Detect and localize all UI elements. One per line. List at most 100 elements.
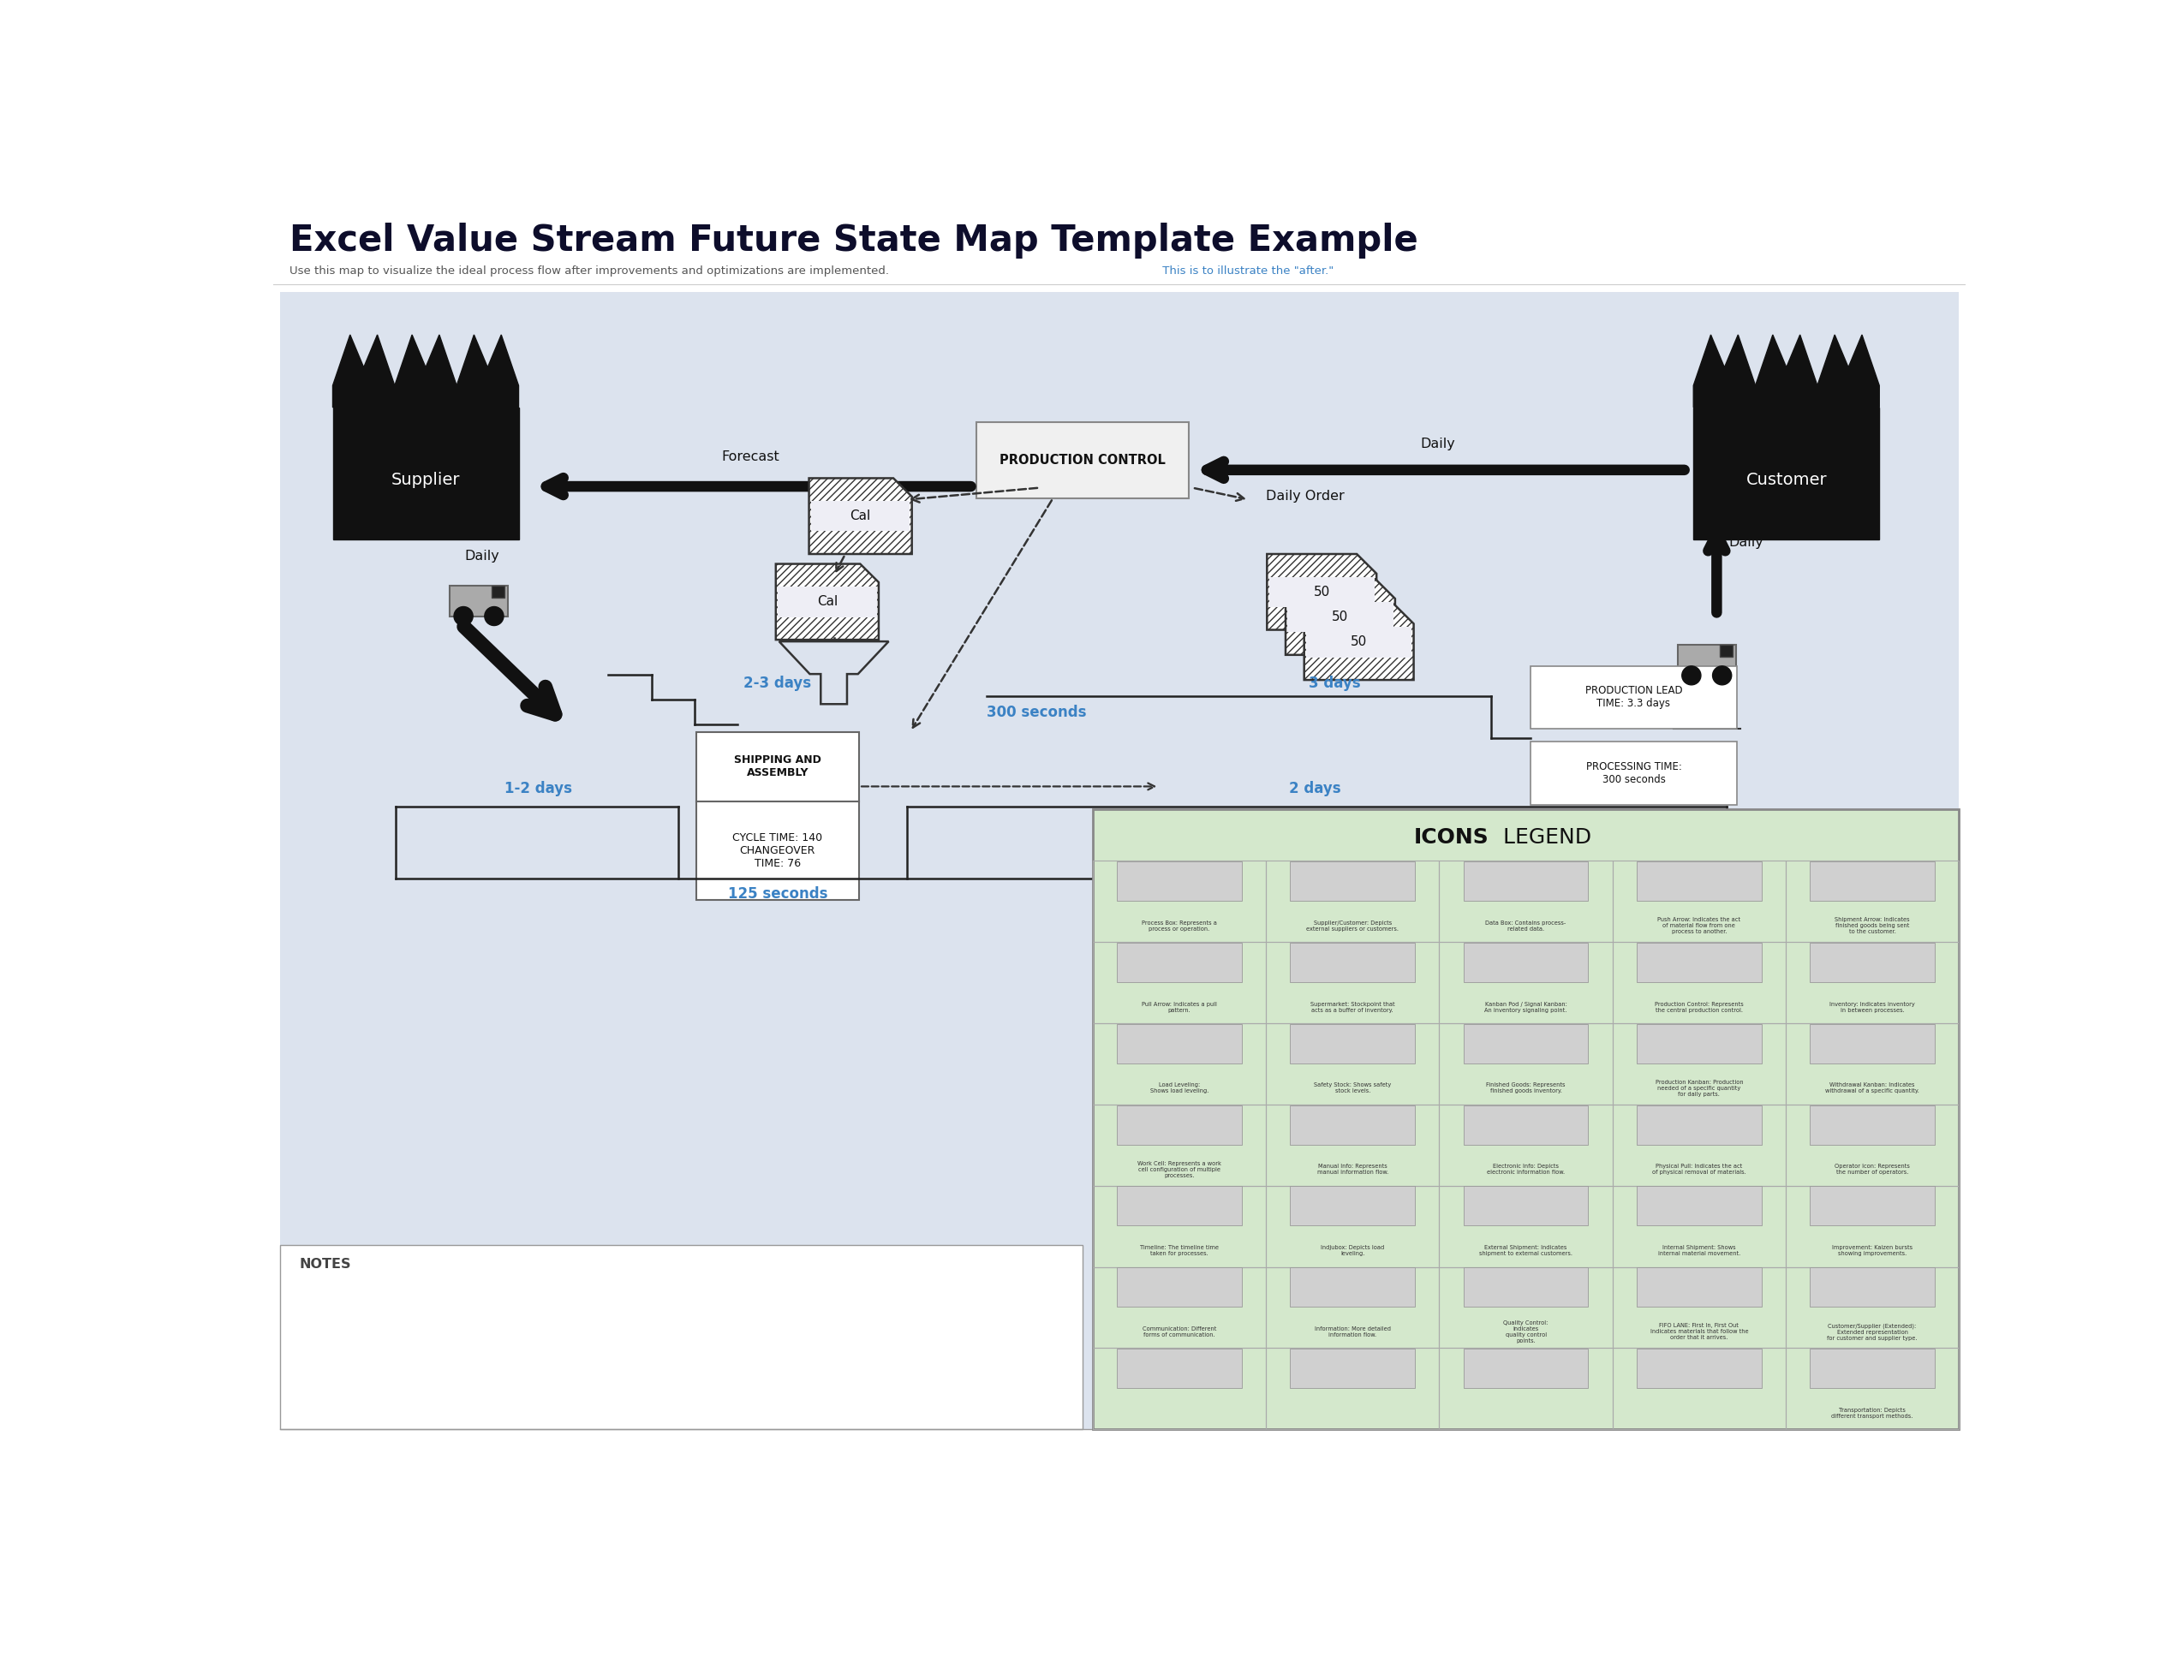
Text: Supermarket: Stockpoint that
acts as a buffer of inventory.: Supermarket: Stockpoint that acts as a b…	[1310, 1001, 1396, 1013]
Bar	[1531, 743, 1736, 805]
Bar	[1267, 1104, 1439, 1186]
Bar	[1092, 1104, 1267, 1186]
Text: FIFO LANE: First In, First Out
Indicates materials that follow the
order that it: FIFO LANE: First In, First Out Indicates…	[1651, 1324, 1747, 1341]
Bar	[1116, 1025, 1243, 1063]
Text: Improvement: Kaizen bursts
showing improvements.: Improvement: Kaizen bursts showing impro…	[1832, 1245, 1913, 1257]
Text: Pull Arrow: Indicates a pull
pattern.: Pull Arrow: Indicates a pull pattern.	[1142, 1001, 1216, 1013]
Bar	[1092, 1186, 1267, 1267]
Bar	[1116, 1186, 1243, 1226]
Circle shape	[485, 606, 505, 625]
Bar	[1291, 1349, 1415, 1388]
Polygon shape	[1304, 605, 1413, 680]
Text: Timeline: The timeline time
taken for processes.: Timeline: The timeline time taken for pr…	[1140, 1245, 1219, 1257]
Bar	[1116, 1105, 1243, 1144]
Bar	[1269, 576, 1374, 606]
Text: 50: 50	[1350, 635, 1367, 648]
Bar	[1811, 1267, 1935, 1307]
Text: Cal: Cal	[850, 509, 871, 522]
Text: Inventory: Indicates inventory
in between processes.: Inventory: Indicates inventory in betwee…	[1830, 1001, 1915, 1013]
Bar	[1612, 1104, 1787, 1186]
Bar	[697, 732, 858, 801]
Bar	[1267, 1267, 1439, 1347]
Bar	[1612, 942, 1787, 1023]
Bar	[1092, 1347, 1267, 1430]
Bar	[1612, 1347, 1787, 1430]
Polygon shape	[395, 334, 456, 407]
Bar	[1787, 942, 1959, 1023]
Polygon shape	[456, 334, 518, 407]
Bar	[1677, 645, 1736, 675]
Text: External Shipment: Indicates
shipment to external customers.: External Shipment: Indicates shipment to…	[1479, 1245, 1572, 1257]
Text: PRODUCTION CONTROL: PRODUCTION CONTROL	[1000, 454, 1166, 467]
Bar	[1289, 601, 1393, 632]
Polygon shape	[775, 564, 878, 640]
Text: 2 days: 2 days	[1289, 781, 1341, 796]
Bar	[1116, 1349, 1243, 1388]
Bar	[1463, 1267, 1588, 1307]
Bar	[1439, 1023, 1612, 1104]
Text: Daily: Daily	[465, 549, 500, 563]
Text: CYCLE TIME: 140
CHANGEOVER
TIME: 76: CYCLE TIME: 140 CHANGEOVER TIME: 76	[732, 832, 823, 869]
Text: Manual Info: Represents
manual information flow.: Manual Info: Represents manual informati…	[1317, 1164, 1389, 1174]
Text: Push Arrow: Indicates the act
of material flow from one
process to another.: Push Arrow: Indicates the act of materia…	[1658, 917, 1741, 934]
Bar	[1612, 860, 1787, 942]
Bar	[1439, 942, 1612, 1023]
Bar	[778, 586, 876, 617]
Text: 300 seconds: 300 seconds	[987, 706, 1085, 721]
Bar	[1092, 810, 1959, 1430]
Text: 50: 50	[1332, 610, 1348, 623]
Bar	[1291, 1267, 1415, 1307]
Text: Shipment Arrow: Indicates
finished goods being sent
to the customer.: Shipment Arrow: Indicates finished goods…	[1835, 917, 1909, 934]
Text: Load Leveling:
Shows load leveling.: Load Leveling: Shows load leveling.	[1151, 1082, 1208, 1094]
Text: Production Control: Represents
the central production control.: Production Control: Represents the centr…	[1655, 1001, 1743, 1013]
Polygon shape	[1756, 334, 1817, 407]
Text: Data Box: Contains process-
related data.: Data Box: Contains process- related data…	[1485, 921, 1566, 931]
Bar	[1811, 862, 1935, 900]
Bar	[1636, 1267, 1762, 1307]
Bar	[450, 585, 509, 617]
Text: Production Kanban: Production
needed of a specific quantity
for daily parts.: Production Kanban: Production needed of …	[1655, 1080, 1743, 1097]
Bar	[1092, 942, 1267, 1023]
Text: Customer/Supplier (Extended):
Extended representation
for customer and supplier : Customer/Supplier (Extended): Extended r…	[1828, 1324, 1918, 1341]
Text: 125 seconds: 125 seconds	[727, 887, 828, 902]
Bar	[1291, 942, 1415, 983]
Bar	[1116, 1267, 1243, 1307]
Text: Internal Shipment: Shows
internal material movement.: Internal Shipment: Shows internal materi…	[1658, 1245, 1741, 1257]
Bar	[1612, 1023, 1787, 1104]
Text: Forecast: Forecast	[723, 450, 780, 464]
Text: Electronic Info: Depicts
electronic information flow.: Electronic Info: Depicts electronic info…	[1487, 1164, 1566, 1174]
Bar	[1463, 1025, 1588, 1063]
Text: Process Box: Represents a
process or operation.: Process Box: Represents a process or ope…	[1142, 921, 1216, 931]
Bar	[1291, 862, 1415, 900]
Bar	[1116, 942, 1243, 983]
Bar	[1463, 1186, 1588, 1226]
Text: Excel Value Stream Future State Map Template Example: Excel Value Stream Future State Map Temp…	[290, 223, 1417, 259]
Polygon shape	[1693, 334, 1756, 407]
Bar	[1463, 1349, 1588, 1388]
Bar	[280, 1245, 1083, 1430]
Bar	[1787, 1104, 1959, 1186]
Bar	[1092, 1267, 1267, 1347]
Bar	[1439, 1104, 1612, 1186]
Bar	[1291, 1025, 1415, 1063]
Text: Supplier: Supplier	[391, 472, 461, 487]
Text: ICONS: ICONS	[1415, 827, 1489, 847]
Bar	[332, 407, 518, 539]
Bar	[1463, 1105, 1588, 1144]
Bar	[1636, 1349, 1762, 1388]
Bar	[1531, 665, 1736, 729]
Bar	[1787, 1267, 1959, 1347]
Text: Daily Order: Daily Order	[1267, 491, 1345, 502]
Text: Finished Goods: Represents
finished goods inventory.: Finished Goods: Represents finished good…	[1487, 1082, 1566, 1094]
Bar	[1267, 942, 1439, 1023]
Bar	[1719, 645, 1732, 657]
Text: LEGEND: LEGEND	[1496, 827, 1592, 847]
Bar	[280, 292, 1959, 1430]
Bar	[1811, 942, 1935, 983]
Bar	[1811, 1025, 1935, 1063]
Text: 1-2 days: 1-2 days	[505, 781, 572, 796]
Text: PRODUCTION LEAD
TIME: 3.3 days: PRODUCTION LEAD TIME: 3.3 days	[1586, 685, 1682, 709]
Bar	[810, 501, 911, 531]
Text: Quality Control:
indicates
quality control
points.: Quality Control: indicates quality contr…	[1503, 1320, 1548, 1344]
Bar	[1612, 1186, 1787, 1267]
